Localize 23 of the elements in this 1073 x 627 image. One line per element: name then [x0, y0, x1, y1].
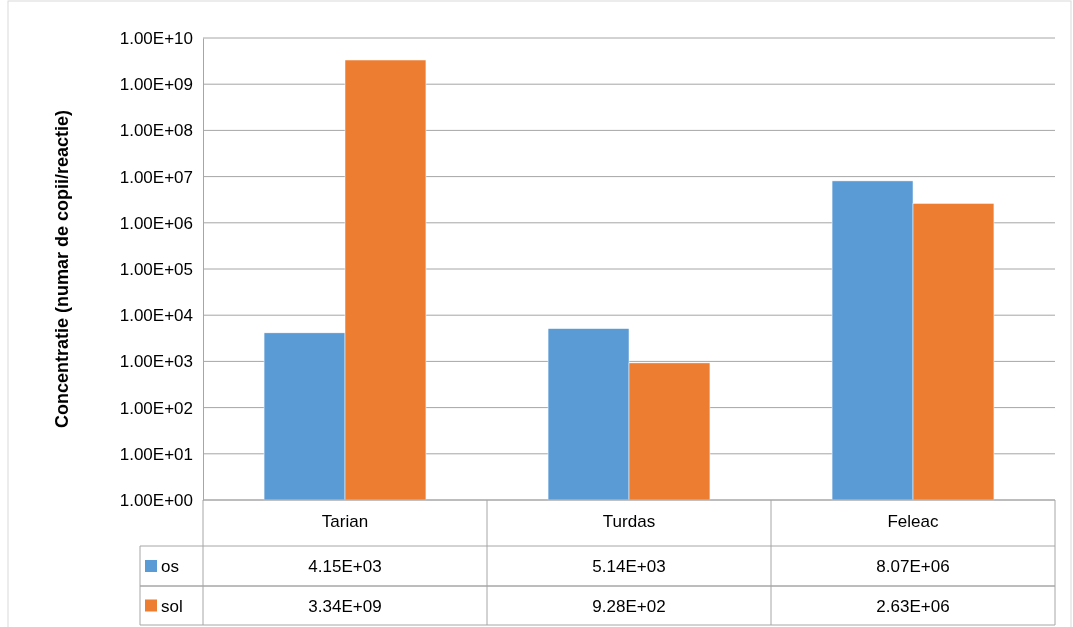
y-tick-label: 1.00E+07 [119, 167, 193, 187]
y-tick-label: 1.00E+08 [119, 121, 193, 141]
data-label: 9.28E+02 [592, 596, 666, 616]
y-axis-title: Concentratie (numar de copii/reactie) [52, 109, 72, 429]
legend-label: sol [161, 596, 183, 616]
x-tick-label: Turdas [602, 512, 656, 532]
y-tick-label: 1.00E+01 [119, 444, 193, 464]
y-tick-label: 1.00E+05 [119, 259, 193, 279]
y-tick-label: 1.00E+10 [119, 28, 193, 48]
y-tick-label: 1.00E+02 [119, 398, 193, 418]
data-label: 8.07E+06 [876, 557, 950, 576]
data-label: 3.34E+09 [308, 596, 382, 616]
y-tick-label: 1.00E+00 [119, 490, 193, 510]
data-label: 2.63E+06 [876, 596, 950, 616]
data-label: 5.14E+03 [592, 557, 666, 576]
x-tick-label: Tarian [321, 512, 369, 532]
y-tick-label: 1.00E+04 [119, 306, 193, 326]
x-tick-label: Feleac [887, 512, 940, 532]
y-tick-label: 1.00E+09 [119, 75, 193, 95]
y-tick-label: 1.00E+03 [119, 352, 193, 372]
y-tick-label: 1.00E+06 [119, 213, 193, 233]
legend-label: os [161, 557, 179, 576]
data-label: 4.15E+03 [308, 557, 382, 576]
